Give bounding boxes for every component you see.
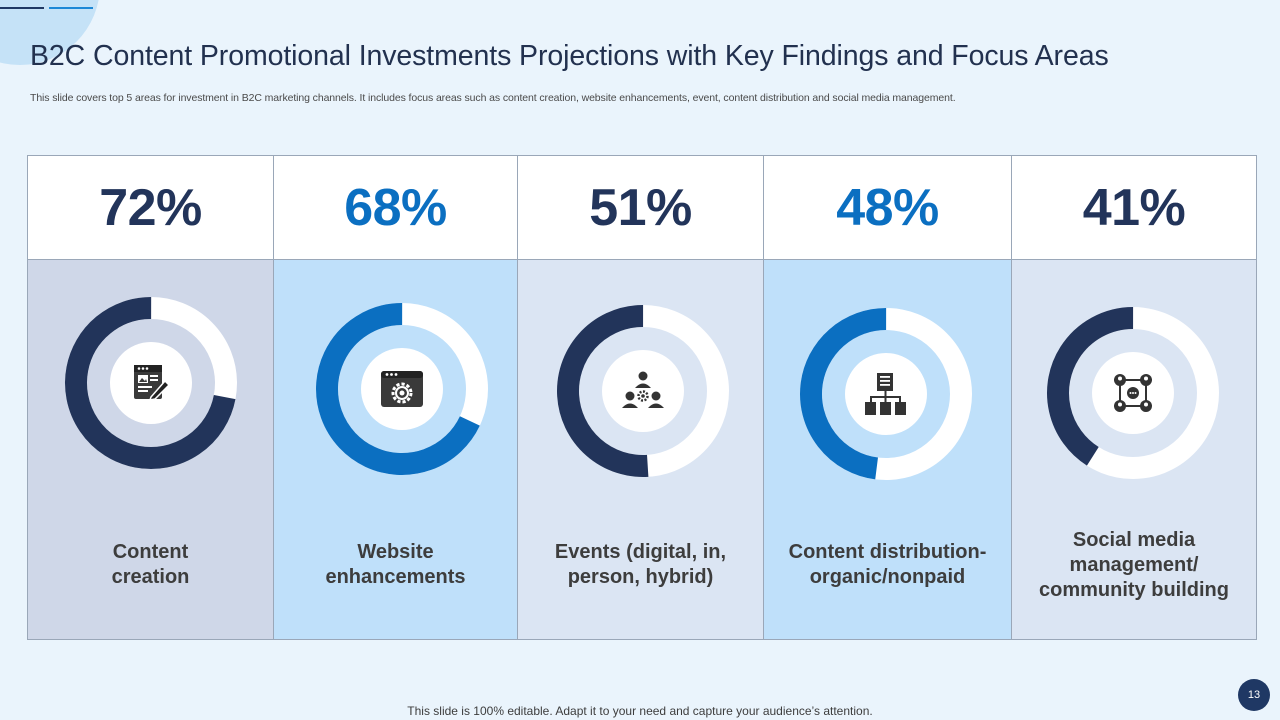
donut-chart <box>65 297 237 469</box>
percent-value: 72% <box>99 178 202 237</box>
top-accent-line <box>49 7 93 9</box>
area-label: Content creation <box>38 540 263 590</box>
focus-area-events: 51% Events (digital, in, person, hybrid) <box>518 156 764 639</box>
content-creation-icon <box>134 365 171 401</box>
focus-area-content-creation: 72% Content creati <box>28 156 274 639</box>
area-label-line: enhancements <box>325 566 466 588</box>
area-body: Content distribution- organic/nonpaid <box>764 260 1011 639</box>
donut-value-arc <box>1047 307 1219 479</box>
donut-value-arc <box>557 305 729 477</box>
slide-footer: This slide is 100% editable. Adapt it to… <box>407 704 873 718</box>
slide-subtitle: This slide covers top 5 areas for invest… <box>30 92 956 104</box>
area-body: Social media management/ community build… <box>1012 260 1256 639</box>
percent-value: 41% <box>1082 178 1186 237</box>
percent-value: 68% <box>344 178 447 237</box>
team-settings-icon <box>622 371 664 408</box>
donut-center <box>602 350 684 432</box>
area-label-line: Content distribution- <box>788 541 987 563</box>
top-accent-line <box>0 7 44 9</box>
donut-center <box>361 348 443 430</box>
area-label-line: Website <box>357 541 434 563</box>
page-number-badge: 13 <box>1238 679 1270 711</box>
area-label: Events (digital, in, person, hybrid) <box>528 540 753 590</box>
area-body: Content creation <box>28 260 273 639</box>
area-label-line: organic/nonpaid <box>809 566 966 588</box>
donut-center <box>110 342 192 424</box>
percent-value: 51% <box>589 178 692 237</box>
area-label: Content distribution- organic/nonpaid <box>774 540 1001 590</box>
slide-title: B2C Content Promotional Investments Proj… <box>30 40 1109 72</box>
donut-chart <box>800 308 972 480</box>
percent-value: 48% <box>836 178 939 237</box>
area-label-line: community building <box>1039 579 1229 601</box>
focus-area-website-enhancements: 68% Website enhancements <box>274 156 518 639</box>
area-label-line: Events (digital, in, <box>554 541 727 563</box>
area-label-line: person, hybrid) <box>567 566 714 588</box>
percent-cell: 48% <box>764 156 1011 260</box>
donut-chart <box>1047 307 1219 479</box>
percent-cell: 51% <box>518 156 763 260</box>
area-label-line: management/ <box>1069 554 1199 576</box>
focus-area-social-media: 41% Social media m <box>1012 156 1256 639</box>
donut-chart <box>557 305 729 477</box>
percent-cell: 72% <box>28 156 273 260</box>
area-label-line: Content <box>112 541 189 563</box>
area-body: Website enhancements <box>274 260 517 639</box>
area-label-line: creation <box>111 566 190 588</box>
document-distribution-icon <box>865 373 906 415</box>
donut-center <box>1092 352 1174 434</box>
area-label: Social media management/ community build… <box>1022 528 1246 603</box>
community-network-icon <box>1114 374 1152 412</box>
website-settings-icon <box>381 371 423 407</box>
area-label: Website enhancements <box>284 540 507 590</box>
area-body: Events (digital, in, person, hybrid) <box>518 260 763 639</box>
donut-chart <box>316 303 488 475</box>
percent-cell: 41% <box>1012 156 1256 260</box>
donut-center <box>845 353 927 435</box>
focus-area-content-distribution: 48% <box>764 156 1012 639</box>
focus-areas-grid: 72% Content creati <box>27 155 1257 640</box>
area-label-line: Social media <box>1072 529 1196 551</box>
percent-cell: 68% <box>274 156 517 260</box>
